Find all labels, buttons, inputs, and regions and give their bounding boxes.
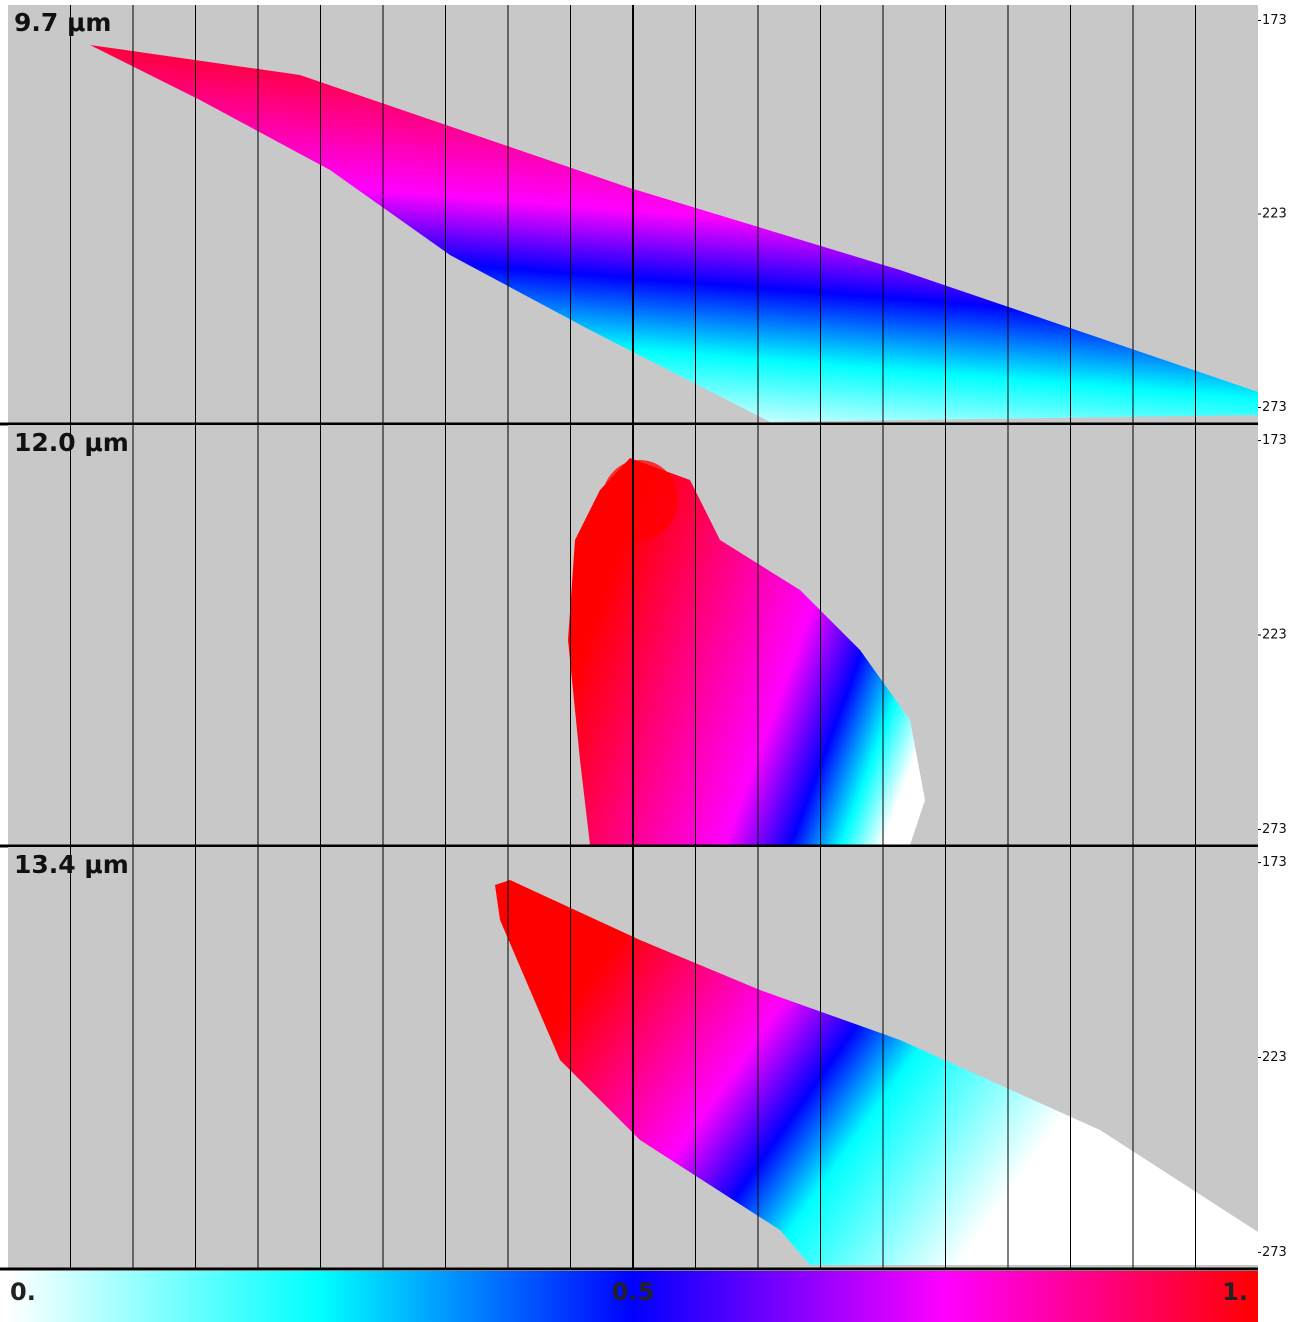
heatmap-region bbox=[568, 458, 925, 845]
panel-title: 12.0 μm bbox=[14, 428, 129, 457]
panel-title: 9.7 μm bbox=[14, 8, 111, 37]
colorbar bbox=[8, 1271, 1258, 1322]
y-tick-label: 223 bbox=[1262, 628, 1287, 643]
y-tick-label: 273 bbox=[1262, 822, 1287, 837]
panel: 173 223 273 13.4 μm bbox=[0, 847, 1287, 1271]
colorbar-label: 0.5 bbox=[612, 1278, 655, 1306]
panel: 173 223 273 9.7 μm bbox=[0, 5, 1287, 426]
heatmap-region bbox=[495, 880, 1258, 1265]
heatmap-region bbox=[90, 45, 1258, 422]
y-tick-label: 223 bbox=[1262, 1050, 1287, 1065]
y-tick-label: 173 bbox=[1262, 433, 1287, 448]
y-tick-label: 173 bbox=[1262, 13, 1287, 28]
panel: 173 223 273 12.0 μm bbox=[0, 425, 1287, 848]
y-tick-label: 273 bbox=[1262, 400, 1287, 415]
colorbar-label: 1. bbox=[1222, 1278, 1248, 1306]
y-tick-label: 173 bbox=[1262, 855, 1287, 870]
heatmap-core bbox=[602, 460, 678, 540]
y-tick-label: 273 bbox=[1262, 1245, 1287, 1260]
y-tick-label: 223 bbox=[1262, 207, 1287, 222]
colorbar-label: 0. bbox=[10, 1278, 36, 1306]
panel-title: 13.4 μm bbox=[14, 850, 129, 879]
